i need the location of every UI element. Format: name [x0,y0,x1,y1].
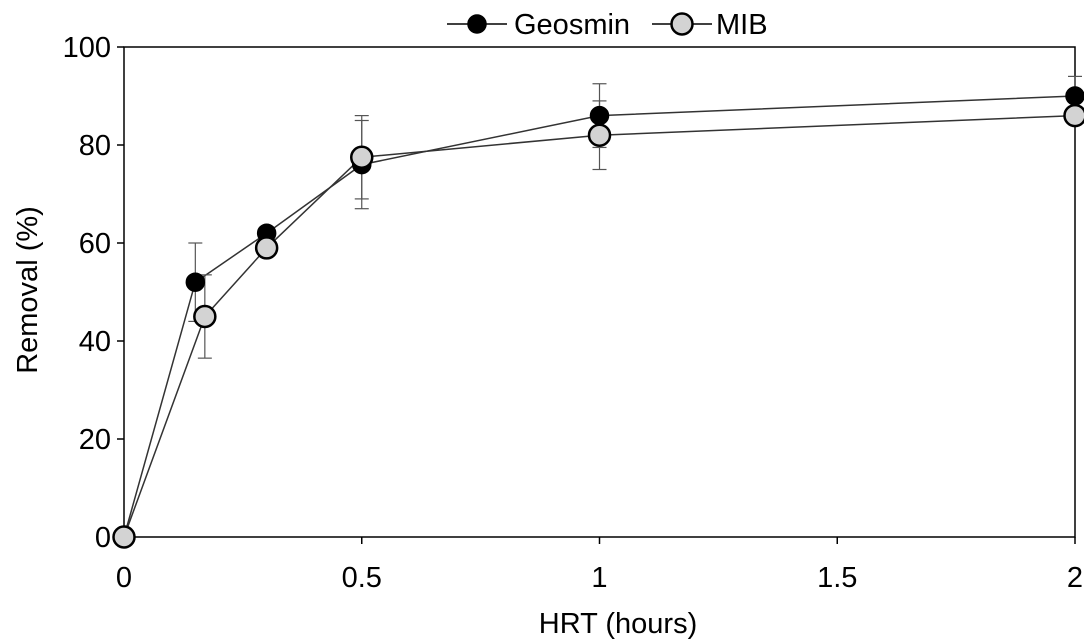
y-tick-label: 40 [79,326,111,358]
x-tick-label: 2 [1067,562,1083,594]
y-axis-label: Removal (%) [12,206,44,374]
y-tick-label: 20 [79,424,111,456]
legend: Geosmin MIB [447,9,768,41]
legend-marker-mib [670,12,694,36]
data-point-mib [112,525,136,549]
y-tick-label: 60 [79,228,111,260]
data-point-geosmin [1065,86,1084,106]
series-line-geosmin [123,95,1076,538]
y-tick-label: 100 [63,32,111,64]
x-tick-label: 1 [591,562,607,594]
data-point-geosmin [589,105,610,126]
series-line-mib [123,114,1076,538]
legend-label-mib: MIB [716,9,768,41]
data-point-mib [1063,103,1084,128]
legend-marker-geosmin [467,14,487,34]
data-point-mib [193,304,217,329]
y-tick-label: 0 [95,522,111,554]
x-axis-label: HRT (hours) [539,608,697,640]
plot-area: 0 20 40 60 80 100 0 0.5 1 1.5 2 [63,32,1084,594]
data-point-mib [254,236,279,260]
data-point-geosmin [185,272,206,292]
x-tick-label: 0.5 [342,562,382,594]
x-tick-label: 1.5 [817,562,857,594]
x-tick-label: 0 [116,562,132,594]
data-point-mib [587,123,612,147]
data-point-mib [350,145,374,169]
legend-label-geosmin: Geosmin [514,9,630,41]
y-tick-label: 80 [79,130,111,162]
